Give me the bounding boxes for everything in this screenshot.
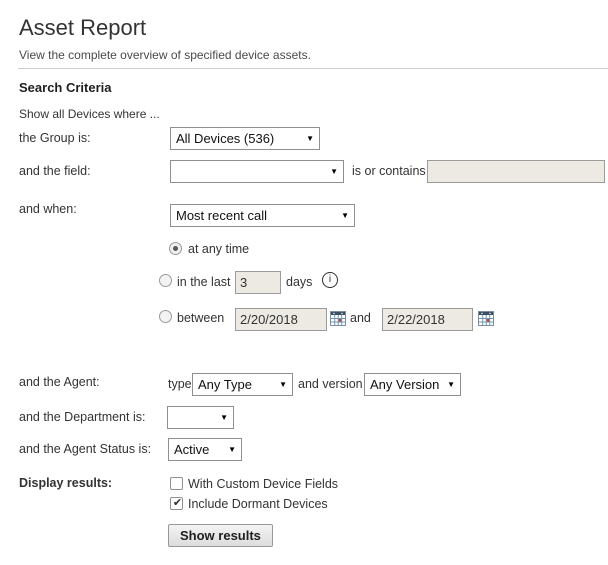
department-label: and the Department is: [19, 410, 146, 424]
agent-type-label: type [168, 377, 192, 391]
page-subtitle: View the complete overview of specified … [19, 48, 311, 62]
field-label: and the field: [19, 164, 91, 178]
radio-at-any-time[interactable] [169, 242, 182, 255]
date-to-input[interactable] [382, 308, 473, 331]
chevron-down-icon: ▼ [220, 412, 228, 422]
group-select[interactable]: All Devices (536) ▼ [170, 127, 320, 150]
divider [18, 68, 608, 69]
calendar-icon[interactable] [478, 311, 494, 331]
agent-version-label: and version [298, 377, 363, 391]
chevron-down-icon: ▼ [330, 166, 338, 176]
between-and-label: and [350, 311, 371, 325]
custom-device-fields-checkbox[interactable] [170, 477, 183, 490]
group-label: the Group is: [19, 131, 91, 145]
agent-status-select[interactable]: Active ▼ [168, 438, 242, 461]
include-dormant-checkbox[interactable] [170, 497, 184, 510]
search-criteria-heading: Search Criteria [19, 80, 112, 95]
chevron-down-icon: ▼ [341, 210, 349, 220]
include-dormant-label: Include Dormant Devices [188, 497, 328, 511]
radio-between[interactable] [159, 310, 172, 323]
chevron-down-icon: ▼ [306, 133, 314, 143]
radio-in-the-last[interactable] [159, 274, 172, 287]
calendar-icon[interactable] [330, 311, 346, 331]
agent-type-select[interactable]: Any Type ▼ [192, 373, 293, 396]
chevron-down-icon: ▼ [228, 444, 236, 454]
between-label: between [177, 311, 225, 325]
field-value-input[interactable] [427, 160, 605, 183]
agent-version-select[interactable]: Any Version ▼ [364, 373, 461, 396]
in-the-last-label: in the last [177, 275, 231, 289]
show-results-button[interactable]: Show results [168, 524, 273, 547]
days-label: days [286, 275, 313, 289]
info-icon[interactable]: i [322, 272, 338, 288]
display-results-label: Display results: [19, 476, 113, 490]
when-label: and when: [19, 202, 77, 216]
date-from-input[interactable] [235, 308, 327, 331]
field-select[interactable]: ▼ [170, 160, 344, 183]
days-input[interactable] [235, 271, 281, 294]
department-select[interactable]: ▼ [167, 406, 234, 429]
chevron-down-icon: ▼ [279, 379, 287, 389]
at-any-time-label: at any time [188, 242, 250, 256]
custom-device-fields-label: With Custom Device Fields [188, 477, 339, 491]
page-title: Asset Report [19, 15, 147, 40]
agent-status-select-value: Active [174, 442, 210, 457]
operator-label: is or contains [352, 164, 426, 178]
agent-version-select-value: Any Version [370, 377, 440, 392]
chevron-down-icon: ▼ [447, 379, 455, 389]
agent-status-label: and the Agent Status is: [19, 442, 152, 456]
agent-label: and the Agent: [19, 375, 100, 389]
when-select[interactable]: Most recent call ▼ [170, 204, 355, 227]
intro-text: Show all Devices where ... [19, 107, 160, 121]
when-select-value: Most recent call [176, 208, 268, 223]
agent-type-select-value: Any Type [198, 377, 252, 392]
group-select-value: All Devices (536) [176, 131, 275, 146]
